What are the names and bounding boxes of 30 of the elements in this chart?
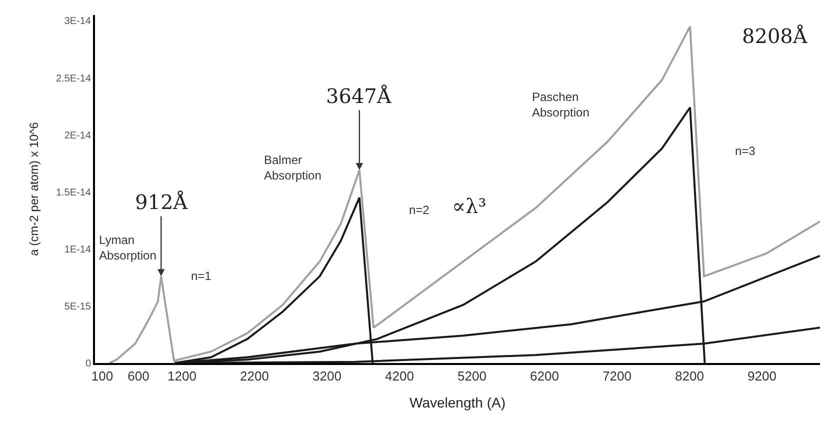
x-tick-label: 600 bbox=[128, 368, 150, 384]
y-tick-label: 1E-14 bbox=[64, 244, 92, 256]
y-tick-label: 2E-14 bbox=[64, 130, 92, 142]
annotation: n=2 bbox=[409, 203, 430, 217]
x-tick-label: 9200 bbox=[748, 368, 776, 384]
x-tick-label: 3200 bbox=[312, 368, 342, 384]
y-tick-label: 0 bbox=[85, 358, 92, 370]
x-tick-label: 8200 bbox=[675, 368, 704, 384]
y-tick-label: 3E-14 bbox=[64, 16, 92, 28]
annotation: 8208Å bbox=[742, 24, 808, 48]
annotation: Balmer Absorption bbox=[264, 153, 322, 183]
x-tick-label: 7200 bbox=[602, 368, 632, 384]
y-tick-label: 1.5E-14 bbox=[56, 187, 92, 198]
y-axis-title: a (cm-2 per atom) x 10^6 bbox=[26, 122, 41, 256]
annotation: 3647Å bbox=[326, 84, 392, 108]
annotation: Lyman Absorption bbox=[99, 233, 156, 263]
y-tick-label: 2.5E-14 bbox=[56, 73, 92, 84]
annotation: Paschen Absorption bbox=[532, 90, 590, 120]
annotation: 912Å bbox=[135, 190, 188, 214]
annotation: n=3 bbox=[735, 144, 756, 158]
y-tick-label: 5E-15 bbox=[64, 301, 92, 312]
annotation: n=1 bbox=[191, 269, 212, 283]
x-axis-title: Wavelength (A) bbox=[410, 394, 506, 410]
x-tick-label: 2200 bbox=[240, 368, 269, 384]
x-tick-label: 6200 bbox=[530, 368, 559, 384]
annotation: ∝λ³ bbox=[452, 194, 486, 218]
x-tick-label: 1200 bbox=[168, 368, 196, 384]
x-tick-label: 4200 bbox=[385, 368, 414, 384]
x-tick-label: 5200 bbox=[458, 368, 486, 384]
x-tick-label: 100 bbox=[91, 368, 114, 384]
